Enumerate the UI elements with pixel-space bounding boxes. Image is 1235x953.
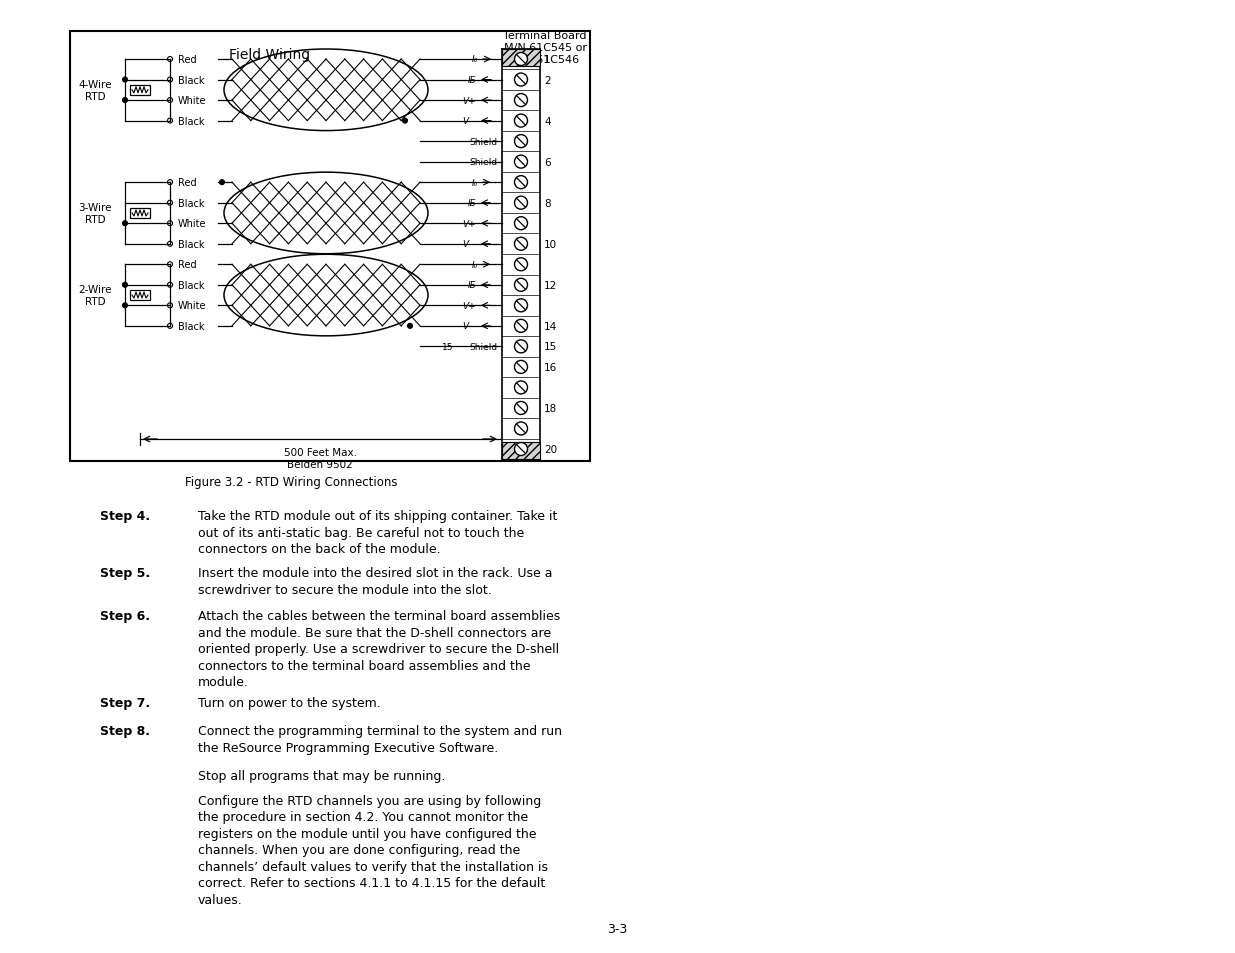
Text: White: White <box>178 96 206 106</box>
Text: Black: Black <box>178 116 205 127</box>
Circle shape <box>515 320 527 333</box>
Text: 15: 15 <box>543 342 557 352</box>
Circle shape <box>515 402 527 415</box>
Text: Black: Black <box>178 239 205 250</box>
Circle shape <box>515 299 527 313</box>
Text: Configure the RTD channels you are using by following
the procedure in section 4: Configure the RTD channels you are using… <box>198 794 548 906</box>
Circle shape <box>515 135 527 149</box>
Text: I₀: I₀ <box>472 178 478 188</box>
Text: 20: 20 <box>543 444 557 455</box>
Text: V+: V+ <box>462 96 475 106</box>
Circle shape <box>515 238 527 251</box>
Circle shape <box>515 422 527 436</box>
Text: 10: 10 <box>543 239 557 250</box>
Text: 18: 18 <box>543 403 557 414</box>
Text: Black: Black <box>178 75 205 86</box>
Circle shape <box>515 94 527 108</box>
Text: V−: V− <box>462 117 475 126</box>
Text: Stop all programs that may be running.: Stop all programs that may be running. <box>198 770 446 782</box>
Text: 1: 1 <box>543 55 551 65</box>
Circle shape <box>122 78 127 83</box>
Text: V+: V+ <box>462 301 475 311</box>
Text: Step 6.: Step 6. <box>100 610 149 623</box>
Text: I₀: I₀ <box>472 260 478 270</box>
Circle shape <box>122 303 127 309</box>
Bar <box>501 50 540 68</box>
Circle shape <box>515 443 527 456</box>
Circle shape <box>403 119 408 124</box>
Circle shape <box>515 361 527 374</box>
Text: 8: 8 <box>543 198 551 209</box>
Text: 4-Wire
RTD: 4-Wire RTD <box>78 80 111 101</box>
Circle shape <box>515 176 527 190</box>
Text: V+: V+ <box>462 219 475 229</box>
Text: IБ: IБ <box>467 281 475 290</box>
Circle shape <box>515 381 527 395</box>
Text: V−: V− <box>462 240 475 249</box>
Text: Step 7.: Step 7. <box>100 697 151 709</box>
Bar <box>130 86 149 95</box>
Text: 16: 16 <box>543 362 557 373</box>
Text: Black: Black <box>178 198 205 209</box>
Circle shape <box>515 74 527 87</box>
Text: 12: 12 <box>543 280 557 291</box>
Circle shape <box>122 221 127 227</box>
Text: 4: 4 <box>543 116 551 127</box>
Bar <box>70 32 590 461</box>
Text: Turn on power to the system.: Turn on power to the system. <box>198 697 380 709</box>
Text: 15: 15 <box>441 342 453 352</box>
Text: Red: Red <box>178 55 196 65</box>
Text: 500 Feet Max.
Belden 9502: 500 Feet Max. Belden 9502 <box>284 448 357 469</box>
Circle shape <box>515 279 527 292</box>
Text: Red: Red <box>178 260 196 270</box>
Circle shape <box>515 53 527 67</box>
Circle shape <box>515 115 527 128</box>
Text: Shield: Shield <box>469 158 498 167</box>
Bar <box>130 209 149 219</box>
Circle shape <box>515 197 527 210</box>
Text: 14: 14 <box>543 321 557 332</box>
Text: Connect the programming terminal to the system and run
the ReSource Programming : Connect the programming terminal to the … <box>198 724 562 754</box>
Text: Step 5.: Step 5. <box>100 567 151 579</box>
Text: Black: Black <box>178 321 205 332</box>
Text: Step 8.: Step 8. <box>100 724 149 738</box>
Text: 3-Wire
RTD: 3-Wire RTD <box>78 203 111 225</box>
Circle shape <box>515 156 527 169</box>
Text: I₀: I₀ <box>472 55 478 65</box>
Text: Shield: Shield <box>469 342 498 352</box>
Text: Black: Black <box>178 280 205 291</box>
Text: 6: 6 <box>543 157 551 168</box>
Circle shape <box>122 283 127 288</box>
Bar <box>501 442 540 459</box>
Text: Shield: Shield <box>469 137 498 147</box>
Circle shape <box>515 217 527 231</box>
Bar <box>130 291 149 301</box>
Text: Field Wiring: Field Wiring <box>230 48 310 62</box>
Text: V−: V− <box>462 322 475 331</box>
Text: 2-Wire
RTD: 2-Wire RTD <box>78 285 111 307</box>
Text: Step 4.: Step 4. <box>100 510 151 522</box>
Text: IБ: IБ <box>467 76 475 85</box>
Circle shape <box>408 324 412 329</box>
Text: 3-3: 3-3 <box>606 923 627 936</box>
Text: IБ: IБ <box>467 199 475 208</box>
Text: Figure 3.2 - RTD Wiring Connections: Figure 3.2 - RTD Wiring Connections <box>185 476 398 489</box>
Text: Terminal Board
M/N 61C545 or
M/N 61C546: Terminal Board M/N 61C545 or M/N 61C546 <box>503 31 587 65</box>
Text: Take the RTD module out of its shipping container. Take it
out of its anti-stati: Take the RTD module out of its shipping … <box>198 510 557 556</box>
Text: Red: Red <box>178 178 196 188</box>
Text: White: White <box>178 301 206 311</box>
Text: White: White <box>178 219 206 229</box>
Text: Attach the cables between the terminal board assemblies
and the module. Be sure : Attach the cables between the terminal b… <box>198 610 561 689</box>
Circle shape <box>515 258 527 272</box>
Circle shape <box>122 98 127 104</box>
Circle shape <box>220 180 225 186</box>
Text: 2: 2 <box>543 75 551 86</box>
Circle shape <box>515 340 527 354</box>
Text: Insert the module into the desired slot in the rack. Use a
screwdriver to secure: Insert the module into the desired slot … <box>198 567 552 597</box>
